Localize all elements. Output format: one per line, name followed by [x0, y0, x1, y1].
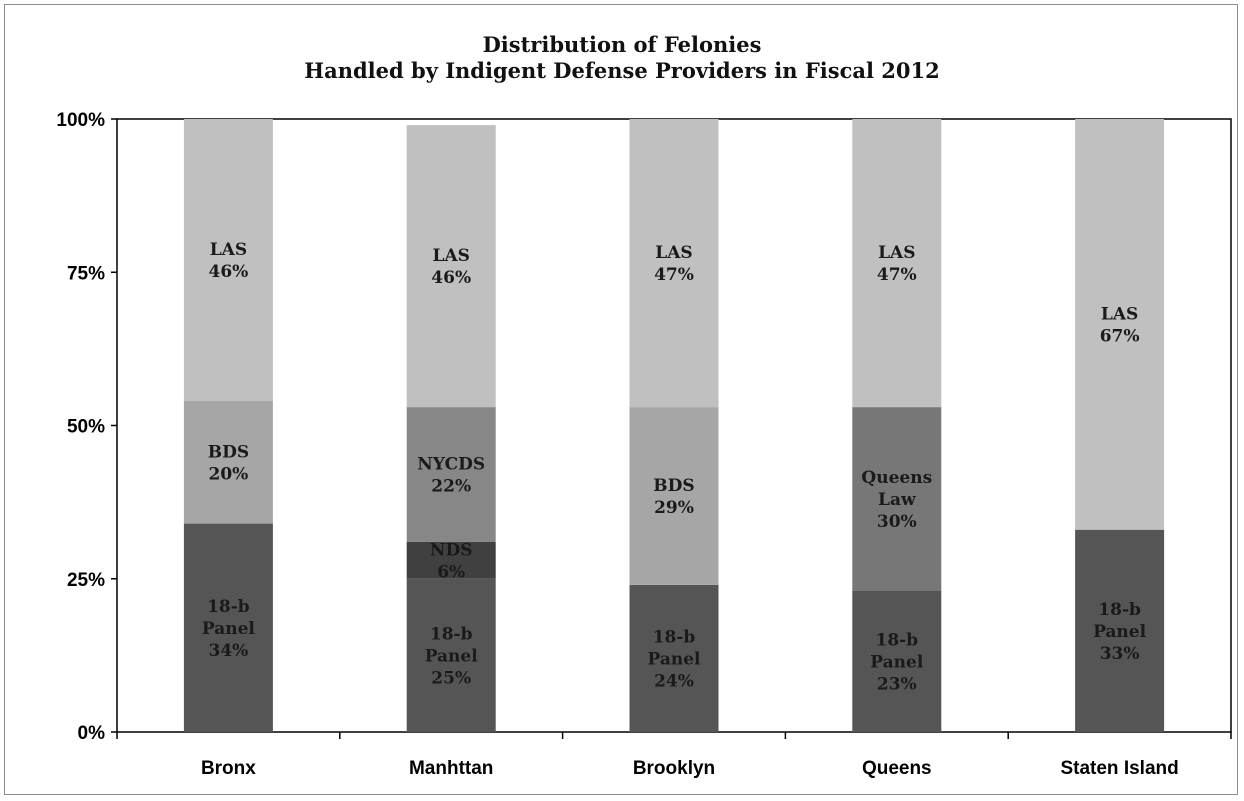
data-label: NYCDS 22%	[417, 455, 485, 497]
y-tick-label: 50%	[67, 417, 105, 438]
x-category-label: Queens	[862, 758, 932, 779]
data-label: 18-b Panel 25%	[425, 624, 479, 688]
data-label: 18-b Panel 34%	[202, 597, 256, 661]
data-label: 18-b Panel 33%	[1093, 600, 1147, 664]
bar-segment	[1075, 529, 1165, 732]
data-label: LAS 46%	[431, 246, 471, 288]
y-tick-label: 0%	[78, 723, 106, 744]
x-category-label: Manhttan	[409, 758, 493, 779]
bar-segment	[629, 584, 719, 732]
data-label: 18-b Panel 24%	[648, 627, 702, 691]
y-tick-label: 100%	[56, 110, 105, 131]
data-label: LAS 47%	[877, 243, 917, 285]
bar-segment	[629, 407, 719, 585]
bar-segment	[629, 119, 719, 408]
bar-segment	[183, 119, 273, 401]
x-category-label: Bronx	[201, 758, 256, 779]
data-label: LAS 46%	[208, 240, 248, 282]
chart-subtitle: Handled by Indigent Defense Providers in…	[304, 58, 940, 83]
bar-segment	[852, 591, 942, 732]
data-label: LAS 67%	[1100, 304, 1140, 346]
bars: 18-b Panel 34% BDS 20% LAS 46% 18-b Panel 25% NDS 6…	[183, 119, 1165, 732]
data-label: 18-b Panel 23%	[870, 631, 924, 695]
y-tick-label: 25%	[67, 570, 105, 591]
chart-title: Distribution of Felonies	[482, 32, 762, 57]
data-label: BDS 20%	[208, 442, 249, 484]
bar-segment	[852, 119, 942, 408]
bar-segment	[1075, 119, 1165, 530]
y-axis: 0% 25% 50% 75% 100%	[56, 110, 117, 744]
bar-segment	[183, 400, 273, 524]
x-category-label: Staten Island	[1060, 758, 1178, 779]
data-label: LAS 47%	[654, 243, 694, 285]
bar-segment	[406, 541, 496, 579]
bar-segment	[406, 407, 496, 542]
data-label: BDS 29%	[653, 476, 694, 518]
x-category-label: Brooklyn	[633, 758, 715, 779]
data-label: NDS 6%	[430, 540, 473, 582]
bar-segment	[406, 578, 496, 732]
y-tick-label: 75%	[67, 263, 105, 284]
bar-segment	[852, 407, 942, 592]
x-axis: Bronx Manhttan Brooklyn Queens Staten Island	[116, 732, 1232, 779]
bar-segment	[406, 125, 496, 408]
data-label: Queens Law 30%	[861, 468, 932, 532]
bar-segment	[183, 523, 273, 732]
